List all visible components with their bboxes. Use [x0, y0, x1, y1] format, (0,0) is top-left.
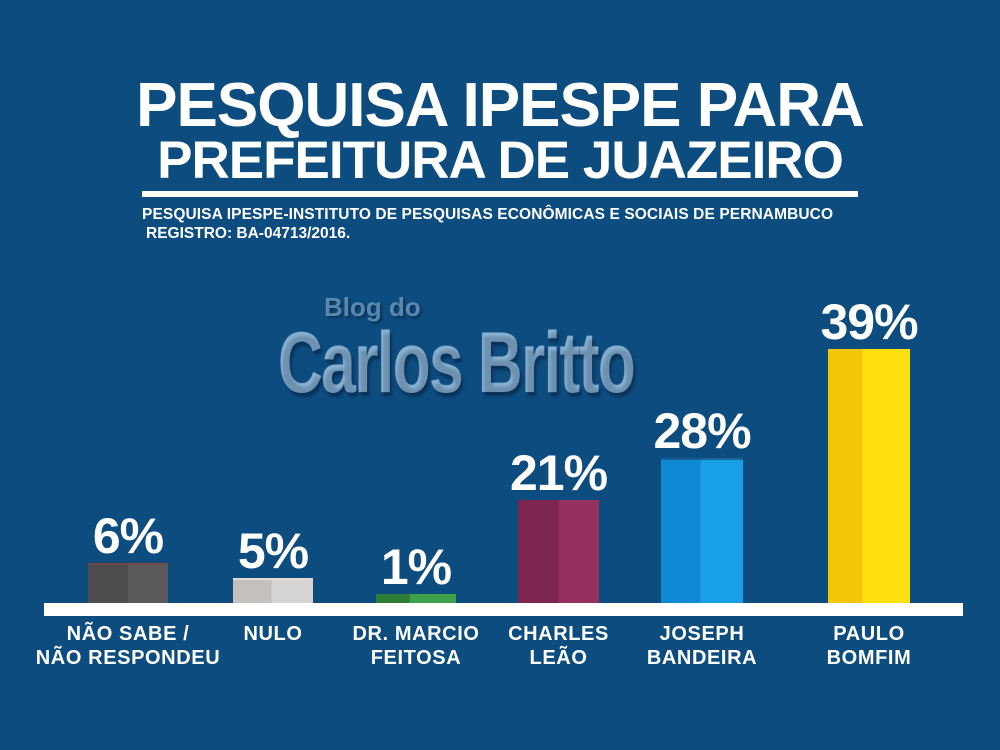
bar-category-label: JOSEPH BANDEIRA [582, 622, 822, 670]
category-line-1: JOSEPH [659, 623, 745, 645]
bar-nulo [233, 578, 313, 603]
bar-value-label: 21% [509, 445, 608, 501]
bar-category-label: PAULO BOMFIM [749, 622, 989, 670]
subtitle-line-2: REGISTRO: BA-04713/2016. [146, 225, 351, 242]
category-line-1: NÃO SABE / [66, 623, 190, 645]
chart-baseline [44, 603, 963, 616]
bar-value-label: 28% [653, 403, 751, 459]
bar-value-label: 6% [92, 508, 164, 564]
category-line-2: BOMFIM [826, 647, 912, 669]
category-line-1: NULO [243, 623, 303, 645]
bar-category-label: NÃO SABE / NÃO RESPONDEU [8, 622, 248, 670]
bar-category-label: CHARLES LEÃO [439, 622, 679, 670]
category-line-2: BANDEIRA [646, 647, 758, 669]
title-underline [142, 191, 858, 197]
page-title-line-2: PREFEITURA DE JUAZEIRO [157, 131, 844, 190]
bar-joseph-bandeira [661, 458, 743, 603]
bar-paulo-bomfim [828, 349, 910, 603]
category-line-1: CHARLES [508, 623, 609, 645]
page-title-line-1: PESQUISA IPESPE PARA [136, 71, 865, 140]
bar-value-label: 5% [237, 523, 309, 579]
bar-value-label: 1% [380, 539, 452, 595]
bar-category-label: NULO [153, 622, 393, 646]
category-line-2: FEITOSA [370, 647, 462, 669]
category-line-1: DR. MARCIO [352, 623, 480, 645]
bar-charles-leao [518, 500, 599, 603]
bar-value-label: 39% [820, 294, 918, 350]
category-line-2: LEÃO [529, 647, 588, 669]
bar-dr-marcio-feitosa [376, 594, 456, 603]
bar-category-label: DR. MARCIO FEITOSA [296, 622, 536, 670]
subtitle: PESQUISA IPESPE-INSTITUTO DE PESQUISAS E… [142, 205, 858, 243]
header: PESQUISA IPESPE PARA PREFEITURA DE JUAZE… [0, 71, 1000, 243]
category-line-1: PAULO [833, 623, 905, 645]
bar-nao-sabe [88, 563, 168, 603]
category-line-2: NÃO RESPONDEU [35, 647, 221, 669]
subtitle-line-1: PESQUISA IPESPE-INSTITUTO DE PESQUISAS E… [142, 206, 834, 223]
